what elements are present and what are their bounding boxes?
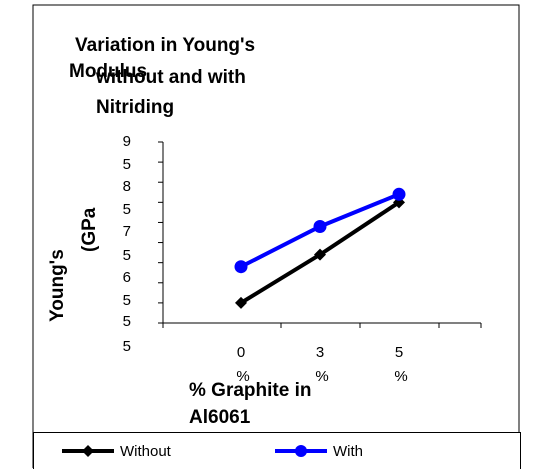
chart-title-line-4: Nitriding	[96, 97, 175, 118]
legend-swatch-without	[62, 445, 114, 457]
y-tick-label: 5	[123, 247, 131, 264]
x-tick-label-value: 0	[237, 344, 245, 361]
legend-swatch-with	[275, 445, 327, 457]
y-tick-label: 5	[123, 201, 131, 218]
y-tick-label: 5	[123, 292, 131, 309]
x-tick-label-value: 3	[316, 344, 324, 361]
x-tick-label-unit: %	[236, 368, 249, 385]
chart-title-line-1: Variation in Young's	[75, 35, 256, 56]
y-tick-label: 5	[123, 313, 131, 330]
y-tick-label: 6	[123, 269, 131, 286]
x-tick-label-unit: %	[394, 368, 407, 385]
x-axis-label-line-2: Al6061	[189, 407, 251, 428]
data-point-with-0	[234, 260, 248, 274]
axes	[158, 141, 482, 328]
data-point-with-1	[313, 219, 327, 233]
y-tick-label: 5	[123, 338, 131, 355]
y-tick-label: 9	[123, 133, 131, 150]
data-point-with-2	[392, 187, 406, 201]
y-tick-label: 7	[123, 223, 131, 240]
y-tick-label: 5	[123, 156, 131, 173]
y-axis-label-line-2: (GPa	[79, 207, 100, 252]
legend-item-with: With	[275, 433, 363, 469]
legend-label-without: Without	[120, 442, 171, 460]
y-axis-label-line-1: Young's	[47, 249, 68, 322]
x-axis-label-line-1: % Graphite in	[189, 380, 312, 401]
data-point-without-1	[314, 248, 326, 261]
legend-item-without: Without	[62, 433, 171, 469]
chart-title-line-2: Modulus	[69, 61, 148, 82]
data-point-without-0	[235, 296, 247, 309]
x-tick-label-value: 5	[395, 344, 403, 361]
chart-frame	[32, 4, 520, 468]
x-tick-label-unit: %	[315, 368, 328, 385]
legend-label-with: With	[333, 442, 363, 460]
chart-title-line-3: without and with	[96, 67, 246, 88]
y-tick-label: 8	[123, 178, 131, 195]
tick-labels: 9 5 8 5 7 5 6 5 5 5 0 3 5%%%	[123, 133, 408, 385]
legend: Without With	[33, 432, 521, 469]
series-group	[234, 187, 406, 309]
